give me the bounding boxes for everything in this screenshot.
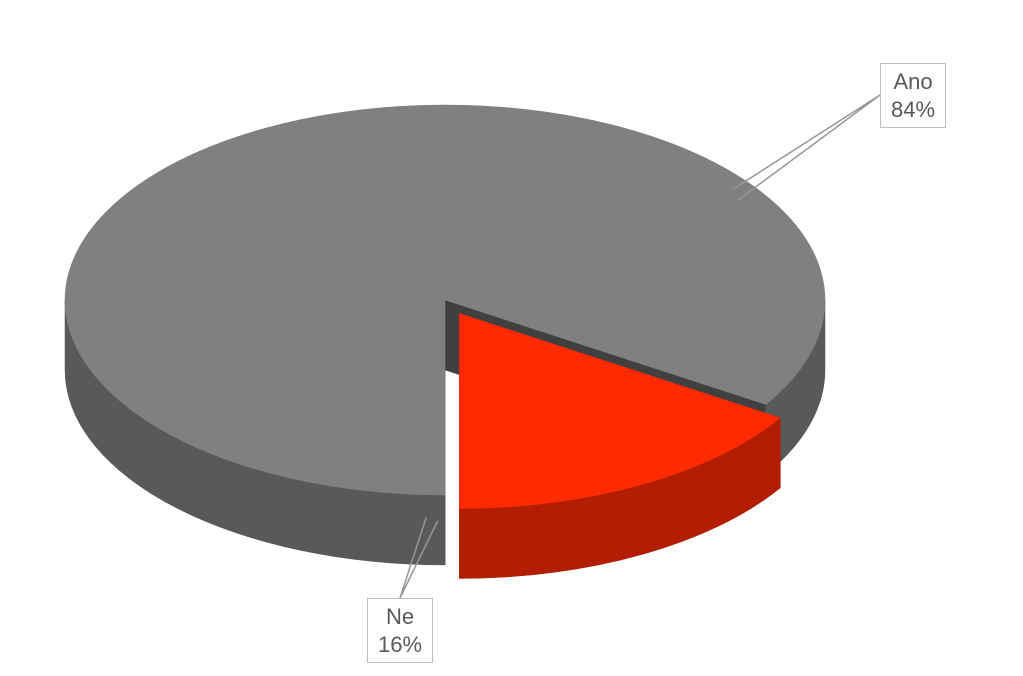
- callout-ne-percent: 16%: [378, 631, 422, 659]
- pie-chart-container: Ano 84% Ne 16%: [0, 0, 1023, 676]
- callout-ano-percent: 84%: [891, 96, 935, 124]
- pie-chart-svg: [0, 0, 1023, 676]
- callout-ano: Ano 84%: [880, 63, 946, 128]
- callout-ne: Ne 16%: [367, 598, 433, 663]
- callout-ano-label: Ano: [891, 68, 935, 96]
- callout-ne-label: Ne: [378, 603, 422, 631]
